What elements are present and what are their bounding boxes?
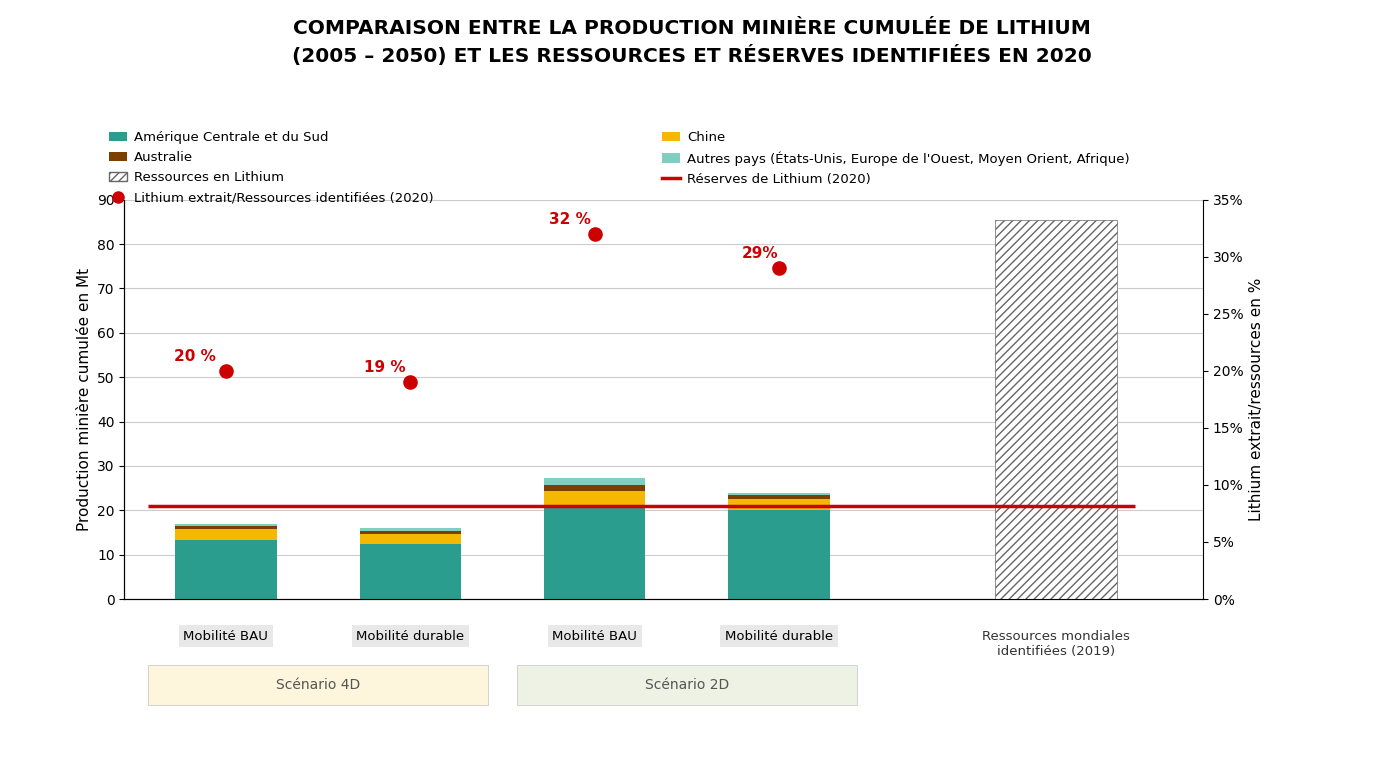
Text: 20 %: 20 % <box>174 349 216 364</box>
Bar <box>994 220 1116 599</box>
Text: Mobilité BAU: Mobilité BAU <box>552 630 638 643</box>
Bar <box>544 492 646 508</box>
Bar <box>360 535 461 545</box>
Bar <box>544 508 646 599</box>
Text: 29%: 29% <box>743 247 779 261</box>
Bar <box>544 485 646 492</box>
Text: 32 %: 32 % <box>549 212 591 227</box>
FancyBboxPatch shape <box>148 665 488 705</box>
Legend: Chine, Autres pays (États-Unis, Europe de l'Ouest, Moyen Orient, Afrique), Réser: Chine, Autres pays (États-Unis, Europe d… <box>657 126 1135 191</box>
Bar <box>729 495 830 499</box>
Bar <box>729 510 830 599</box>
Bar <box>729 492 830 495</box>
FancyBboxPatch shape <box>517 665 856 705</box>
Bar <box>176 529 277 541</box>
Bar <box>176 526 277 529</box>
Point <box>400 376 422 389</box>
Bar <box>544 478 646 485</box>
Bar <box>360 528 461 531</box>
Y-axis label: Lithium extrait/ressources en %: Lithium extrait/ressources en % <box>1249 278 1264 521</box>
Point <box>768 262 790 274</box>
Legend: Amérique Centrale et du Sud, Australie, Ressources en Lithium, Lithium extrait/R: Amérique Centrale et du Sud, Australie, … <box>104 126 438 210</box>
Bar <box>729 499 830 510</box>
Point <box>584 228 606 240</box>
Text: Scénario 2D: Scénario 2D <box>644 678 729 692</box>
Text: Mobilité durable: Mobilité durable <box>357 630 465 643</box>
Bar <box>176 541 277 599</box>
Text: Ressources mondiales
identifiées (2019): Ressources mondiales identifiées (2019) <box>982 630 1130 657</box>
Text: 19 %: 19 % <box>364 360 405 376</box>
Text: Scénario 4D: Scénario 4D <box>277 678 360 692</box>
Bar <box>360 545 461 599</box>
Text: COMPARAISON ENTRE LA PRODUCTION MINIÈRE CUMULÉE DE LITHIUM
(2005 – 2050) ET LES : COMPARAISON ENTRE LA PRODUCTION MINIÈRE … <box>292 19 1091 66</box>
Y-axis label: Production minière cumulée en Mt: Production minière cumulée en Mt <box>76 268 91 531</box>
Point <box>214 365 236 377</box>
Text: Mobilité BAU: Mobilité BAU <box>184 630 268 643</box>
Text: Mobilité durable: Mobilité durable <box>725 630 833 643</box>
Bar <box>176 524 277 526</box>
Bar <box>360 531 461 535</box>
